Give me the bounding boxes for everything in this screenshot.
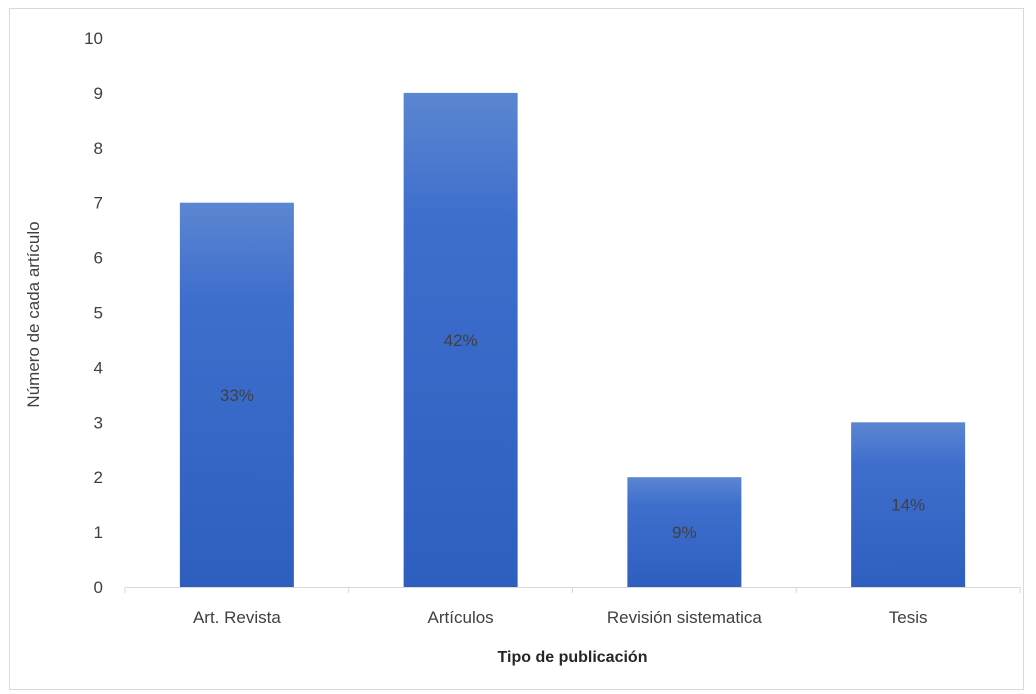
y-axis-title: Número de cada artículo	[24, 221, 43, 407]
y-tick-label: 5	[94, 304, 103, 323]
y-tick-label: 3	[94, 413, 103, 432]
y-tick-label: 0	[94, 578, 103, 597]
y-tick-label: 2	[94, 468, 103, 487]
y-tick-label: 10	[84, 29, 103, 48]
y-tick-label: 7	[94, 194, 103, 213]
bar-2	[627, 477, 742, 587]
bar-data-label: 33%	[220, 386, 254, 405]
bar-3	[851, 422, 966, 587]
x-category-label: Art. Revista	[193, 608, 281, 627]
bar-1	[403, 92, 518, 588]
y-tick-label: 6	[94, 249, 103, 268]
bars	[179, 92, 966, 588]
bar-data-label: 14%	[891, 496, 925, 515]
x-category-label: Tesis	[889, 608, 928, 627]
y-tick-label: 4	[94, 358, 103, 377]
bar-data-labels: 33% 42% 9% 14%	[220, 331, 925, 542]
y-tick-label: 9	[94, 84, 103, 103]
bar-data-label: 9%	[672, 523, 697, 542]
x-axis-title: Tipo de publicación	[498, 649, 648, 666]
y-tick-label: 8	[94, 139, 103, 158]
y-tick-label: 1	[94, 523, 103, 542]
y-axis-ticks: 0 1 2 3 4 5 6 7 8 9 10	[84, 29, 103, 597]
x-category-label: Revisión sistematica	[607, 608, 762, 627]
bar-data-label: 42%	[444, 331, 478, 350]
bar-0	[179, 202, 294, 587]
x-axis-ticks: Art. Revista Artículos Revisión sistematic…	[124, 587, 1021, 627]
x-category-label: Artículos	[428, 608, 494, 627]
